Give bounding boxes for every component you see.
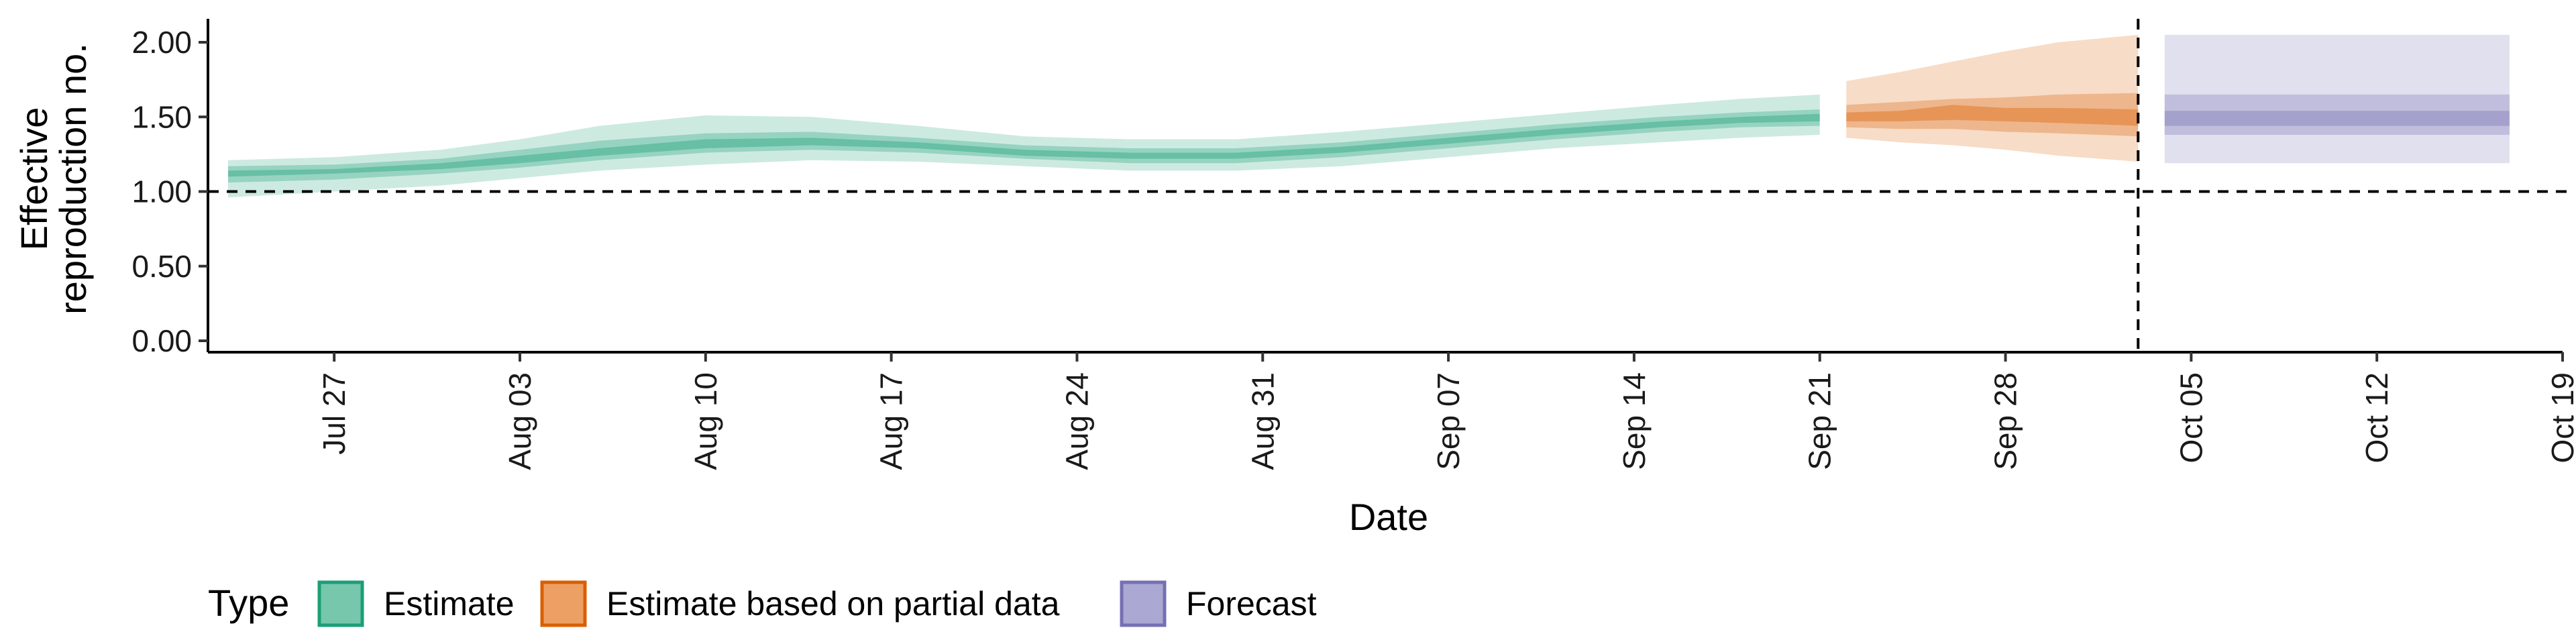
band-forecast-20 <box>2164 111 2510 126</box>
ribbon-layer <box>228 34 2510 198</box>
y-axis-title-line: Effective <box>13 107 55 251</box>
axes: 0.00 0.50 1.00 1.50 2.00 Jul 27 Aug 03 Aug 10 Au… <box>13 19 2576 538</box>
x-tick-label: Oct 12 <box>2359 372 2394 464</box>
x-tick-label: Sep 14 <box>1617 372 1652 470</box>
y-axis-title-line: reproduction no. <box>52 43 94 315</box>
x-tick-label: Aug 24 <box>1059 372 1094 470</box>
y-tick-label: 2.00 <box>131 25 192 60</box>
legend: Type Estimate Estimate based on partial da… <box>208 580 1317 627</box>
legend-swatch <box>540 580 587 627</box>
legend-label: Estimate <box>384 585 515 623</box>
band-forecast-90 <box>2164 34 2510 164</box>
x-tick-label: Sep 21 <box>1803 372 1837 470</box>
x-tick-label: Oct 05 <box>2174 372 2208 464</box>
x-tick-label: Aug 17 <box>874 372 909 470</box>
x-axis-title: Date <box>1349 496 1428 538</box>
band-forecast-50 <box>2164 94 2510 135</box>
legend-title: Type <box>208 582 289 624</box>
y-tick-label: 1.50 <box>131 99 192 134</box>
legend-label: Estimate based on partial data <box>606 585 1060 623</box>
x-tick-label: Sep 07 <box>1431 372 1466 470</box>
x-tick-label: Oct 19 <box>2545 372 2576 464</box>
x-tick-label: Jul 27 <box>317 372 352 455</box>
band-estimate-50 <box>228 109 1820 183</box>
x-tick-label: Aug 03 <box>502 372 537 470</box>
y-tick-label: 1.00 <box>131 174 192 209</box>
legend-swatch <box>317 580 364 627</box>
x-tick-label: Aug 10 <box>688 372 723 470</box>
x-tick-label: Sep 28 <box>1988 372 2023 470</box>
band-estimate-based-on-partial-data-50 <box>1846 93 2139 137</box>
legend-swatch <box>1120 580 1167 627</box>
y-tick-label: 0.00 <box>131 323 192 358</box>
y-tick-label: 0.50 <box>131 249 192 284</box>
band-estimate-90 <box>228 94 1820 198</box>
band-estimate-based-on-partial-data-20 <box>1846 105 2139 126</box>
band-estimate-based-on-partial-data-90 <box>1846 34 2139 162</box>
x-tick-label: Aug 31 <box>1245 372 1280 470</box>
legend-label: Forecast <box>1186 585 1317 623</box>
y-axis-title: Effectivereproduction no. <box>13 43 94 315</box>
band-estimate-20 <box>228 113 1820 177</box>
